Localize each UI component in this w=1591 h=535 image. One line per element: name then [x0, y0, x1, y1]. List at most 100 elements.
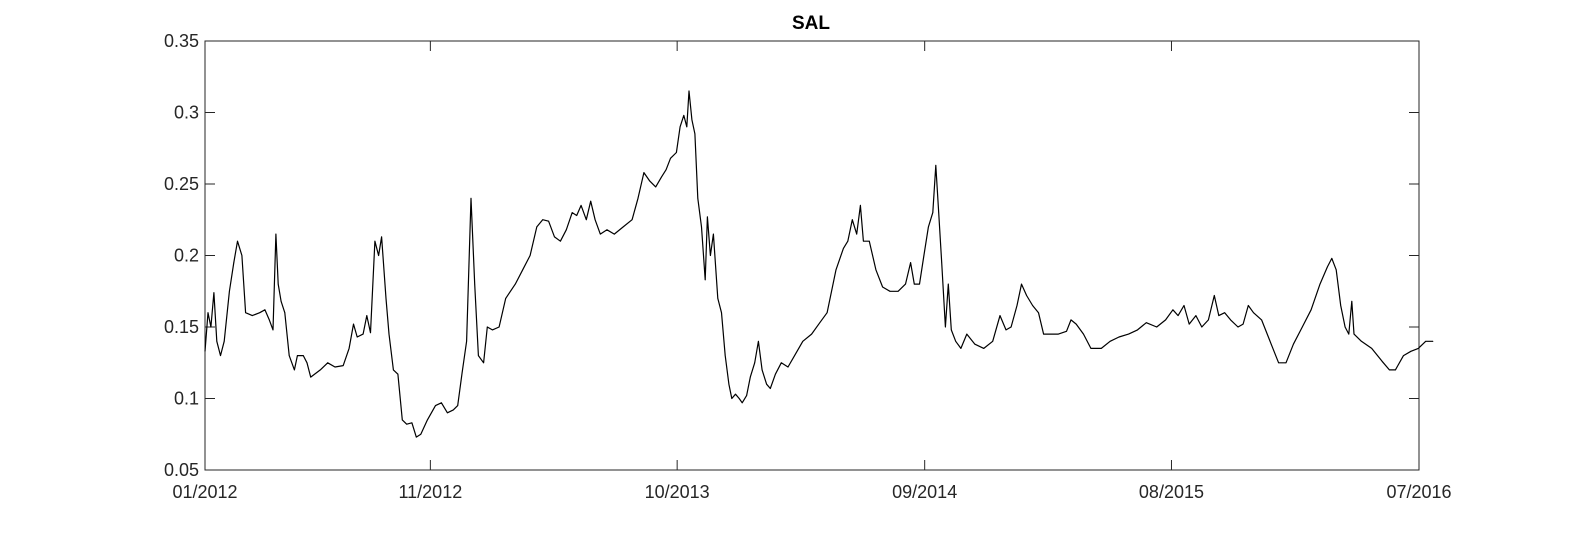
data-point: [787, 366, 789, 368]
data-point: [411, 422, 413, 424]
data-point: [661, 176, 662, 178]
data-point: [1188, 323, 1190, 325]
data-point: [1128, 333, 1129, 335]
data-point: [938, 212, 940, 214]
data-point: [728, 383, 730, 385]
data-point: [571, 212, 573, 214]
data-point: [1319, 283, 1321, 285]
data-point: [474, 283, 476, 285]
data-point: [1218, 315, 1220, 316]
y-axis: 0.05 0.1 0.15 0.2 0.25 0.3 0.35: [164, 31, 1419, 480]
y-tick-label: 0.1: [174, 389, 199, 409]
data-point: [1247, 305, 1249, 306]
x-tick-label: 11/2012: [398, 482, 462, 502]
data-point: [683, 115, 685, 116]
series-points: [204, 90, 1434, 438]
data-point: [461, 372, 463, 374]
data-point: [233, 262, 235, 263]
data-point: [268, 319, 270, 321]
data-point: [679, 126, 681, 128]
data-point: [259, 312, 261, 314]
data-point: [860, 205, 861, 206]
data-point: [913, 283, 915, 285]
data-point: [1344, 326, 1346, 328]
data-point: [847, 240, 849, 242]
data-point: [388, 333, 390, 335]
data-point: [310, 376, 312, 378]
data-point: [1340, 305, 1342, 306]
data-point: [613, 233, 615, 235]
data-point: [974, 343, 976, 345]
data-point: [606, 229, 608, 231]
data-point: [427, 419, 428, 421]
y-tick-label: 0.25: [164, 174, 199, 194]
data-point: [216, 340, 218, 342]
data-point: [441, 402, 442, 404]
data-point: [928, 226, 929, 228]
data-point: [811, 333, 812, 335]
data-point: [560, 240, 561, 242]
data-point: [223, 340, 225, 342]
data-point: [306, 362, 308, 364]
data-point: [362, 333, 364, 335]
data-point: [882, 286, 883, 288]
data-point: [761, 369, 763, 371]
data-point: [1183, 305, 1185, 306]
data-point: [655, 186, 657, 188]
data-point: [415, 436, 417, 438]
data-point: [1301, 326, 1303, 328]
data-point: [932, 212, 934, 214]
data-point: [447, 412, 448, 414]
data-point: [754, 362, 756, 364]
data-point: [1353, 333, 1355, 335]
data-point: [643, 172, 645, 174]
data-point: [769, 388, 771, 389]
data-point: [1261, 319, 1262, 321]
data-point: [738, 398, 740, 399]
data-point: [1213, 295, 1215, 296]
data-point: [554, 236, 555, 238]
data-point: [1049, 333, 1051, 335]
x-tick-label: 09/2014: [892, 482, 957, 502]
data-point: [366, 315, 368, 316]
data-point: [294, 369, 295, 371]
data-point: [1156, 326, 1158, 328]
data-point: [935, 165, 937, 166]
y-tick-label: 0.35: [164, 31, 199, 51]
data-point: [1331, 258, 1333, 259]
data-point: [457, 405, 459, 406]
data-point: [701, 226, 702, 228]
data-point: [207, 312, 209, 314]
x-tick-label: 10/2013: [645, 482, 710, 502]
data-point: [204, 350, 206, 352]
data-point: [1145, 322, 1147, 324]
data-point: [1066, 330, 1067, 332]
data-point: [966, 333, 968, 335]
data-point: [536, 226, 538, 228]
data-point: [704, 279, 706, 281]
data-point: [897, 290, 899, 292]
data-point: [514, 283, 516, 285]
data-point: [319, 369, 321, 371]
data-point: [1361, 340, 1362, 342]
data-point: [1118, 336, 1120, 338]
x-tick-label: 01/2012: [172, 482, 237, 502]
data-point: [1351, 300, 1353, 302]
data-point: [919, 283, 920, 285]
data-point: [950, 329, 952, 331]
data-point: [999, 315, 1001, 316]
data-point: [1016, 305, 1018, 306]
data-point: [637, 197, 639, 199]
data-point: [875, 269, 877, 271]
data-point: [327, 362, 329, 364]
data-point: [1285, 362, 1287, 364]
data-point: [370, 332, 371, 334]
data-point: [1195, 315, 1197, 316]
data-point: [851, 219, 853, 221]
data-point: [826, 312, 828, 314]
series-layer: [204, 90, 1434, 438]
data-point: [275, 233, 277, 235]
data-point: [746, 395, 747, 396]
data-point: [631, 219, 633, 221]
data-point: [1032, 305, 1033, 306]
